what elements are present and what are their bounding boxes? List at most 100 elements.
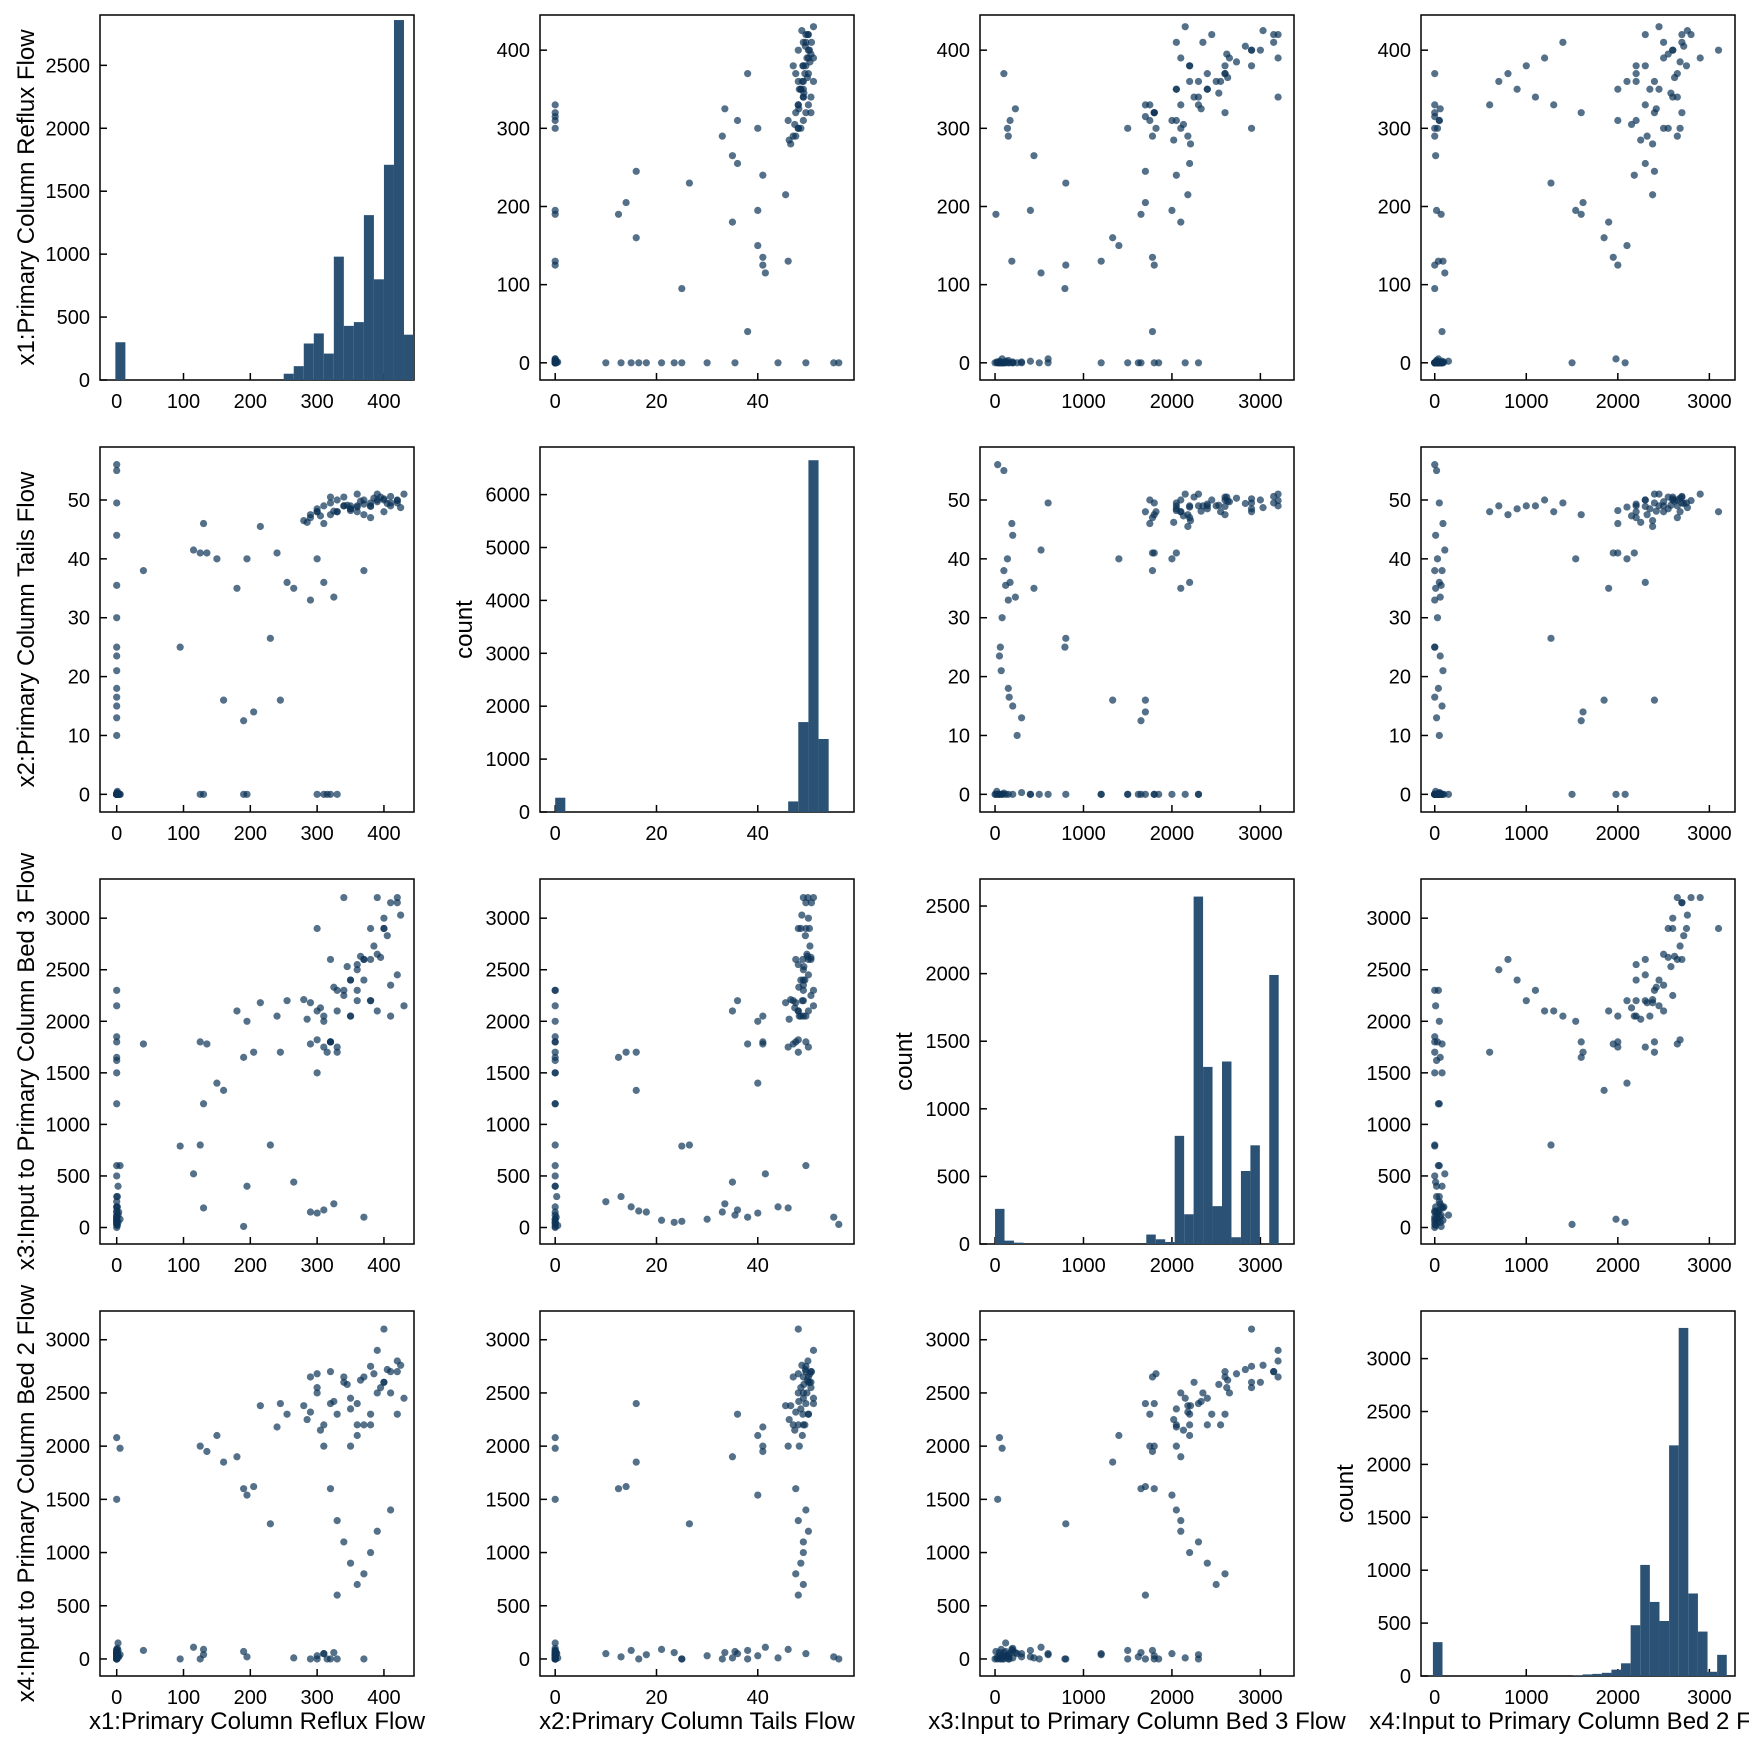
scatter-point [333,790,341,798]
x-tick-label: 40 [747,823,769,845]
scatter-x2-vs-x4-frame [1420,446,1736,813]
y-tick-label: 2500 [486,960,531,982]
x-tick-label: 2000 [1150,1255,1195,1277]
scatter-point [1225,1389,1234,1397]
scatter-point [1172,116,1180,125]
scatter-point [320,1650,328,1658]
scatter-point [1035,790,1043,798]
scatter-point [794,46,802,54]
histogram-bar [1240,1171,1251,1244]
scatter-point [551,359,559,367]
scatter-point [794,1421,802,1429]
scatter-point [1181,359,1189,367]
x-tick-label: 2000 [1150,391,1195,413]
scatter-point [785,136,793,144]
scatter-point [1152,124,1160,132]
scatter-x3-vs-x1-frame [99,878,415,1245]
scatter-point [1194,359,1203,367]
scatter-point [113,684,121,692]
histogram-bar [1432,1642,1443,1676]
scatter-point [602,1198,610,1206]
scatter-point [233,1453,241,1461]
scatter-point [1148,549,1157,557]
scatter-point [627,1646,635,1655]
scatter-point [233,584,241,592]
scatter-point [1676,942,1684,950]
scatter-point [761,1170,769,1178]
scatter-point [113,1203,121,1211]
x-tick-label: 1000 [1504,1255,1549,1277]
scatter-point [1614,116,1622,125]
scatter-point [792,1038,800,1046]
scatter-point [1097,1650,1105,1658]
scatter-point [642,359,650,367]
scatter-point [1030,1654,1038,1662]
scatter-point [366,1548,375,1557]
x-tick-label: 400 [367,1255,400,1277]
histogram-bar [1649,1601,1660,1676]
scatter-point [551,101,559,109]
y-tick-label: 2500 [46,1383,91,1405]
scatter-point [1495,77,1503,86]
scatter-point [622,198,630,207]
scatter-point [685,1141,694,1149]
scatter-point [276,1048,284,1056]
scatter-point [1621,359,1629,367]
scatter-point [1495,966,1503,974]
y-tick-label: 30 [68,608,90,630]
scatter-point [1221,511,1229,519]
scatter-point [353,960,361,969]
histogram-bar [373,279,384,380]
scatter-point [1678,30,1686,39]
scatter-x3-vs-x4-frame [1420,878,1736,1245]
scatter-point [1438,327,1446,336]
scatter-point [400,1394,408,1402]
scatter-point [1550,1007,1558,1015]
scatter-point [1504,70,1512,78]
scatter-point [353,1421,361,1429]
scatter-point [366,1362,375,1370]
scatter-point [1186,62,1194,70]
histogram-bar [1669,1445,1679,1676]
scatter-point [1609,253,1617,261]
scatter-point [360,1213,368,1221]
y-tick-label: 2500 [926,896,971,918]
scatter-point [774,1654,782,1662]
x-tick-label: 1000 [1504,391,1549,413]
scatter-point [1203,1559,1211,1567]
scatter-point [1614,506,1622,515]
x-tick-label: 100 [167,1687,200,1709]
scatter-x2-vs-x3-frame [979,446,1295,813]
scatter-point [1013,731,1021,740]
scatter-point [800,89,808,97]
scatter-point [1669,924,1677,933]
scatter-point [1522,997,1530,1005]
scatter-point [1221,502,1229,511]
scatter-point [728,1453,737,1461]
scatter-point [1547,179,1555,187]
scatter-point [1017,714,1026,722]
y-tick-label: 10 [948,725,970,747]
scatter-point [1168,206,1176,214]
scatter-point [733,1650,742,1658]
scatter-point [1431,1213,1439,1221]
scatter-point [1623,241,1631,250]
scatter-point [759,1447,767,1456]
x-tick-label: 0 [989,823,1000,845]
scatter-point [1431,101,1439,109]
scatter-point [313,790,321,798]
scatter-point [189,1170,198,1178]
scatter-point [1676,1036,1684,1044]
y-tick-label: 30 [1389,608,1411,630]
scatter-point [1177,101,1185,109]
scatter-point [992,210,1000,218]
x-tick-label: 0 [989,1255,1000,1277]
scatter-point [1676,508,1684,516]
x-tick-label: 100 [167,1255,200,1277]
scatter-point [1137,210,1145,218]
scatter-point [176,1655,184,1663]
y-tick-label: 500 [937,1166,970,1188]
scatter-point [1547,1141,1555,1149]
x-tick-label: 0 [1429,1687,1440,1709]
